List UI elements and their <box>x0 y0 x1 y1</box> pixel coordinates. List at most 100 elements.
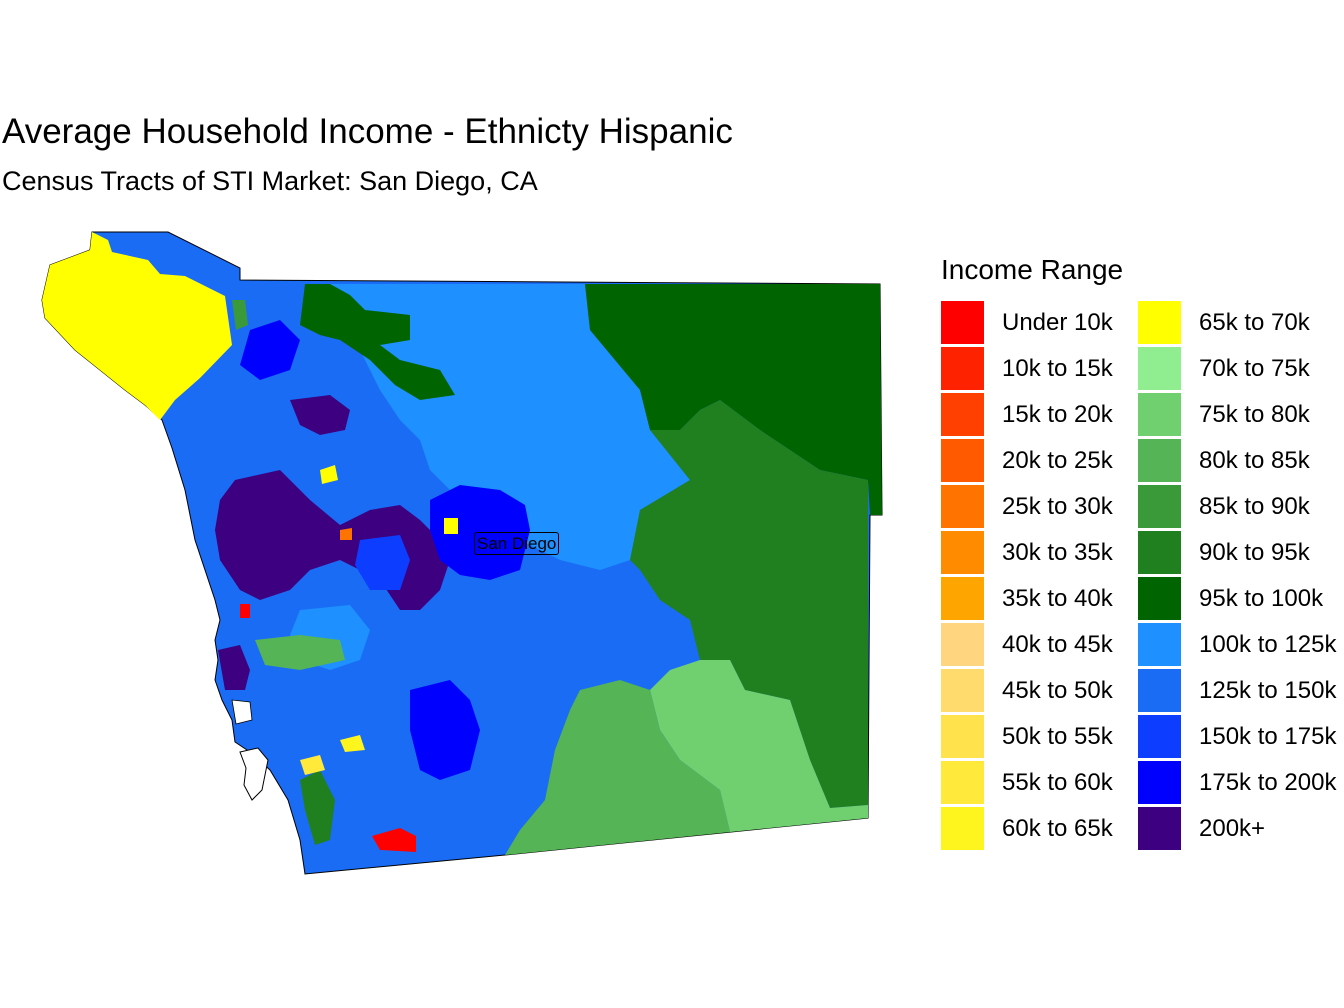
city-label-san-diego: San Diego <box>474 532 560 555</box>
legend-item: 70k to 75k <box>1138 346 1338 392</box>
region-green-patch-2 <box>232 300 248 330</box>
legend-label: 65k to 70k <box>1199 309 1310 336</box>
legend-label: 70k to 75k <box>1199 355 1310 382</box>
legend-label: 20k to 25k <box>1002 447 1113 474</box>
region-green-patch-3 <box>300 770 335 845</box>
region-north-purple <box>290 395 350 435</box>
legend-item: 55k to 60k <box>941 760 1141 806</box>
legend-swatch <box>1138 761 1181 804</box>
legend-swatch <box>1138 623 1181 666</box>
legend-item: Under 10k <box>941 300 1141 346</box>
bay-water <box>239 747 269 801</box>
legend-label: 125k to 150k <box>1199 677 1337 704</box>
legend-swatch <box>1138 577 1181 620</box>
legend-item: 20k to 25k <box>941 438 1141 484</box>
legend-swatch <box>941 577 984 620</box>
legend-item: 25k to 30k <box>941 484 1141 530</box>
region-yellow-patch-1 <box>444 518 458 534</box>
legend-label: 30k to 35k <box>1002 539 1113 566</box>
legend-label: 90k to 95k <box>1199 539 1310 566</box>
legend-item: 85k to 90k <box>1138 484 1338 530</box>
coastal-inlet <box>231 699 253 725</box>
legend-swatch <box>1138 669 1181 712</box>
legend-item: 15k to 20k <box>941 392 1141 438</box>
legend-label: 15k to 20k <box>1002 401 1113 428</box>
legend-label: 40k to 45k <box>1002 631 1113 658</box>
region-mid-blue <box>355 535 410 590</box>
legend-label: 55k to 60k <box>1002 769 1113 796</box>
legend-label: 50k to 55k <box>1002 723 1113 750</box>
map-title: Average Household Income - Ethnicty Hisp… <box>2 112 733 151</box>
legend-swatch <box>1138 393 1181 436</box>
legend-label: 10k to 15k <box>1002 355 1113 382</box>
legend-swatch <box>941 531 984 574</box>
region-east-lightblue <box>330 284 690 570</box>
legend-label: 75k to 80k <box>1199 401 1310 428</box>
legend-label: 25k to 30k <box>1002 493 1113 520</box>
legend-swatch <box>1138 715 1181 758</box>
region-north-blue <box>240 320 300 380</box>
region-north-darkgreen <box>300 284 455 400</box>
map-subtitle: Census Tracts of STI Market: San Diego, … <box>2 166 538 196</box>
region-east-green <box>630 400 868 808</box>
legend-swatch <box>941 807 984 850</box>
region-far-east-darkgreen <box>585 284 882 515</box>
legend-swatch <box>941 347 984 390</box>
legend-item: 175k to 200k <box>1138 760 1338 806</box>
legend-label: 150k to 175k <box>1199 723 1337 750</box>
legend-item: 75k to 80k <box>1138 392 1338 438</box>
region-red-patch-2 <box>240 604 250 618</box>
legend-item: 35k to 40k <box>941 576 1141 622</box>
legend: Under 10k 10k to 15k 15k to 20k 20k to 2… <box>941 300 1344 852</box>
legend-swatch <box>941 623 984 666</box>
legend-item: 50k to 55k <box>941 714 1141 760</box>
legend-swatch <box>1138 347 1181 390</box>
region-yellow-patch-4 <box>320 465 338 484</box>
legend-swatch <box>1138 485 1181 528</box>
region-south-blue <box>410 680 480 780</box>
legend-item: 95k to 100k <box>1138 576 1338 622</box>
legend-swatch <box>941 669 984 712</box>
legend-item: 65k to 70k <box>1138 300 1338 346</box>
region-coast-purple <box>218 645 250 690</box>
legend-item: 150k to 175k <box>1138 714 1338 760</box>
legend-label: 35k to 40k <box>1002 585 1113 612</box>
legend-item: 200k+ <box>1138 806 1338 852</box>
legend-swatch <box>1138 439 1181 482</box>
legend-item: 45k to 50k <box>941 668 1141 714</box>
legend-swatch <box>1138 531 1181 574</box>
legend-label: 85k to 90k <box>1199 493 1310 520</box>
region-northwest <box>42 232 232 420</box>
legend-item: 90k to 95k <box>1138 530 1338 576</box>
legend-item: 10k to 15k <box>941 346 1141 392</box>
region-orange-patch <box>340 528 352 540</box>
legend-label: 200k+ <box>1199 815 1266 842</box>
legend-item: 80k to 85k <box>1138 438 1338 484</box>
region-southeast-lightgreen <box>650 660 868 832</box>
region-red-patch-1 <box>372 828 416 852</box>
legend-label: 60k to 65k <box>1002 815 1113 842</box>
legend-item: 125k to 150k <box>1138 668 1338 714</box>
legend-swatch <box>941 301 984 344</box>
legend-swatch <box>941 761 984 804</box>
legend-item: 40k to 45k <box>941 622 1141 668</box>
legend-label: 100k to 125k <box>1199 631 1337 658</box>
legend-label: 95k to 100k <box>1199 585 1324 612</box>
legend-swatch <box>941 715 984 758</box>
legend-swatch <box>941 485 984 528</box>
region-yellow-patch-2 <box>300 755 325 775</box>
legend-title: Income Range <box>941 254 1124 285</box>
legend-swatch <box>1138 301 1181 344</box>
legend-item: 100k to 125k <box>1138 622 1338 668</box>
region-south-green <box>505 680 730 855</box>
legend-swatch <box>941 393 984 436</box>
legend-label: 175k to 200k <box>1199 769 1337 796</box>
legend-label: 80k to 85k <box>1199 447 1310 474</box>
legend-item: 30k to 35k <box>941 530 1141 576</box>
legend-swatch <box>1138 807 1181 850</box>
legend-label: Under 10k <box>1002 309 1113 336</box>
legend-item: 60k to 65k <box>941 806 1141 852</box>
region-yellow-patch-3 <box>340 735 365 752</box>
legend-swatch <box>941 439 984 482</box>
